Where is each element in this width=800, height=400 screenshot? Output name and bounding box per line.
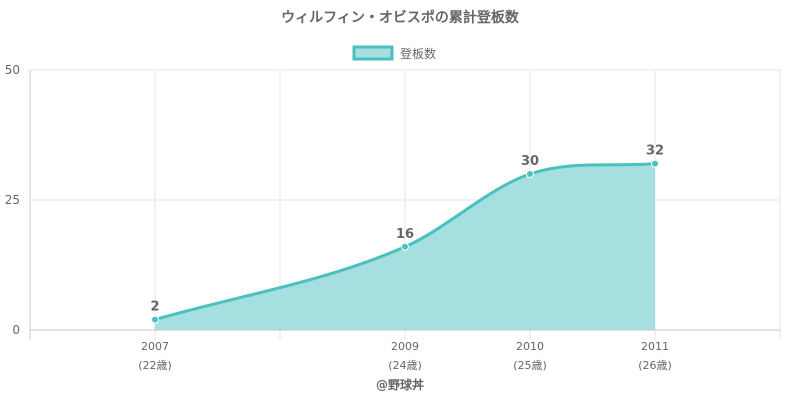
data-labels: 2 16 30 32 xyxy=(150,144,664,315)
y-tick-label: 50 xyxy=(5,63,20,77)
series-line xyxy=(154,162,656,322)
data-point xyxy=(151,315,159,324)
x-tick-sublabel: (26歳) xyxy=(638,359,672,372)
x-tick-labels: 2007 (22歳) 2009 (24歳) 2010 (25歳) 2011 (26歳) xyxy=(138,340,672,372)
data-label: 16 xyxy=(396,227,414,242)
series-points xyxy=(151,159,659,324)
data-point xyxy=(401,242,409,251)
y-tick-label: 25 xyxy=(5,193,20,207)
x-tick-sublabel: (24歳) xyxy=(388,359,422,372)
footer-credit: @野球丼 xyxy=(376,377,424,392)
legend[interactable]: 登板数 xyxy=(352,45,436,61)
data-label: 32 xyxy=(646,144,664,159)
y-tick-label: 0 xyxy=(12,323,20,337)
y-tick-labels: 0 25 50 xyxy=(5,63,20,337)
legend-label: 登板数 xyxy=(400,46,436,61)
axes xyxy=(29,70,780,340)
chart-title: ウィルフィン・オビスポの累計登板数 xyxy=(281,9,520,26)
x-tick-sublabel: (25歳) xyxy=(513,359,547,372)
x-tick-label: 2009 xyxy=(391,340,419,353)
x-tick-sublabel: (22歳) xyxy=(138,359,172,372)
data-label: 2 xyxy=(150,300,159,315)
data-point xyxy=(526,170,534,178)
data-point xyxy=(651,159,659,168)
x-tick-label: 2011 xyxy=(641,340,669,353)
x-tick-label: 2010 xyxy=(516,340,544,353)
data-label: 30 xyxy=(521,154,539,169)
legend-swatch xyxy=(352,45,394,61)
x-tick-label: 2007 xyxy=(141,340,169,353)
